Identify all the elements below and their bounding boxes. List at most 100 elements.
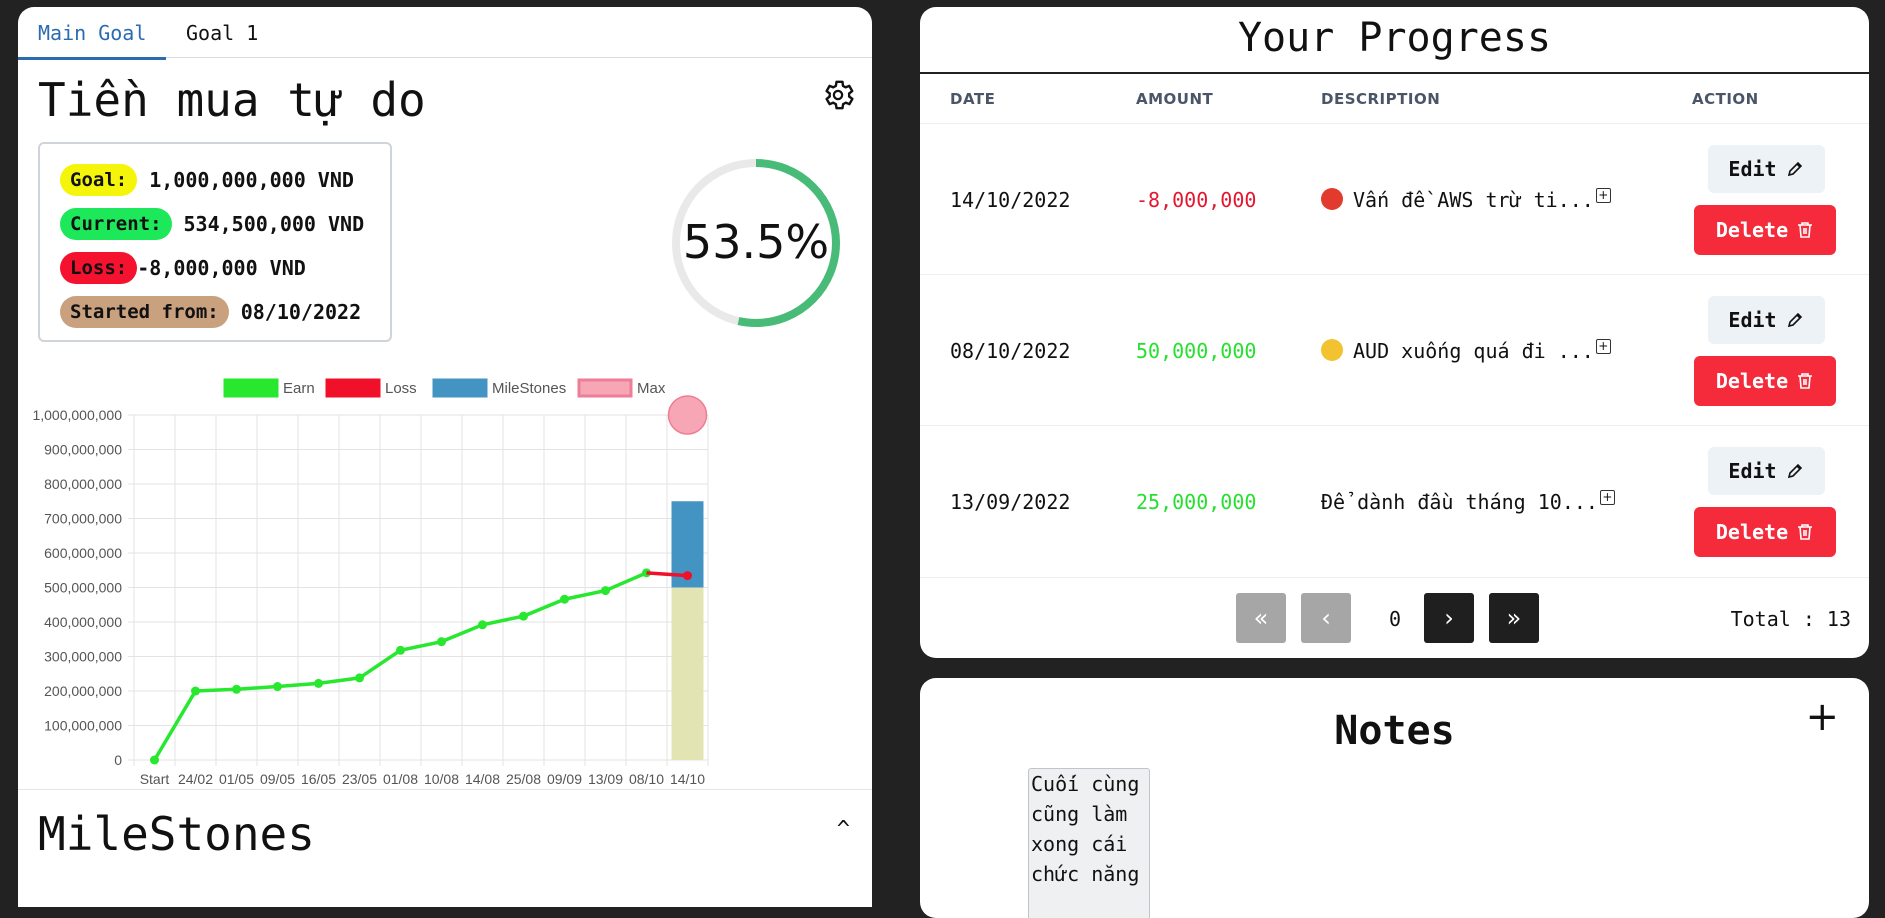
x-tick-label: 23/05 bbox=[342, 771, 377, 787]
progress-donut bbox=[672, 159, 840, 327]
first-page-button[interactable]: « bbox=[1236, 593, 1286, 643]
y-tick-label: 800,000,000 bbox=[44, 476, 122, 492]
note-card[interactable]: Cuối cùng cũng làm xong cái chức năng bbox=[1028, 768, 1150, 918]
y-tick-label: 1,000,000,000 bbox=[32, 407, 122, 423]
x-tick-label: 10/08 bbox=[424, 771, 459, 787]
started-label: Started from: bbox=[60, 296, 229, 328]
x-tick-label: 24/02 bbox=[178, 771, 213, 787]
delete-button-label: Delete bbox=[1715, 218, 1789, 242]
tab-goal-1[interactable]: Goal 1 bbox=[186, 21, 259, 45]
y-tick-label: 600,000,000 bbox=[44, 545, 122, 561]
note-line: cũng làm bbox=[1031, 802, 1128, 826]
expand-icon[interactable]: + bbox=[1599, 490, 1615, 505]
y-tick-label: 0 bbox=[114, 752, 122, 768]
current-page: 0 bbox=[1388, 607, 1402, 631]
edit-button-label: Edit bbox=[1728, 459, 1777, 483]
pencil-icon bbox=[1787, 463, 1802, 479]
progress-panel: Your Progress DATE AMOUNT DESCRIPTION AC… bbox=[920, 7, 1869, 658]
current-row: Current: 534,500,000 VND bbox=[60, 207, 364, 241]
row-description-text: AUD xuống quá đi ... bbox=[1353, 339, 1594, 363]
x-tick-label: 13/09 bbox=[588, 771, 623, 787]
donut-fill bbox=[672, 159, 840, 327]
x-tick-label: 01/05 bbox=[219, 771, 254, 787]
edit-button[interactable]: Edit bbox=[1708, 296, 1825, 344]
current-value: 534,500,000 VND bbox=[183, 212, 365, 236]
started-value: 08/10/2022 bbox=[240, 300, 362, 324]
goal-tabs: Main Goal Goal 1 bbox=[18, 7, 872, 60]
row-description-text: Để dành đầu tháng 10... bbox=[1321, 490, 1598, 514]
note-line: xong cái bbox=[1031, 832, 1128, 856]
goal-panel: Main Goal Goal 1 Tiền mua tự do Goal: 1,… bbox=[18, 7, 872, 907]
goal-value: 1,000,000,000 VND bbox=[149, 168, 354, 192]
earn-point bbox=[273, 682, 282, 692]
expand-icon[interactable]: + bbox=[1595, 339, 1611, 354]
legend-label: Loss bbox=[385, 380, 417, 397]
earn-point bbox=[232, 684, 241, 694]
x-tick-label: 25/08 bbox=[506, 771, 541, 787]
row-divider bbox=[920, 425, 1869, 426]
legend-swatch bbox=[577, 378, 633, 398]
pencil-icon bbox=[1787, 312, 1802, 328]
goal-summary-box: Goal: 1,000,000,000 VND Current: 534,500… bbox=[38, 142, 392, 342]
row-amount: 25,000,000 bbox=[1136, 490, 1257, 514]
row-description: Vấn đề AWS trừ ti... + bbox=[1321, 188, 1611, 212]
prev-page-button[interactable]: ‹ bbox=[1301, 593, 1351, 643]
header-date: DATE bbox=[950, 90, 996, 108]
legend-swatch bbox=[223, 378, 279, 398]
delete-button[interactable]: Delete bbox=[1694, 205, 1836, 255]
loss-label: Loss: bbox=[60, 252, 138, 284]
note-line: chức năng bbox=[1031, 862, 1140, 886]
x-tick-label: 01/08 bbox=[383, 771, 418, 787]
goal-row: Goal: 1,000,000,000 VND bbox=[60, 163, 354, 197]
x-tick-label: 16/05 bbox=[301, 771, 336, 787]
next-page-button[interactable]: › bbox=[1424, 593, 1474, 643]
earn-point bbox=[437, 637, 446, 647]
collapse-caret-icon[interactable]: ^ bbox=[836, 817, 850, 842]
last-page-button[interactable]: » bbox=[1489, 593, 1539, 643]
total-count: Total : 13 bbox=[1730, 607, 1851, 631]
edit-button-label: Edit bbox=[1728, 308, 1777, 332]
earn-point bbox=[519, 611, 528, 621]
row-description-text: Vấn đề AWS trừ ti... bbox=[1353, 188, 1594, 212]
x-tick-label: 09/05 bbox=[260, 771, 295, 787]
y-tick-label: 900,000,000 bbox=[44, 442, 122, 458]
y-tick-label: 500,000,000 bbox=[44, 580, 122, 596]
edit-button[interactable]: Edit bbox=[1708, 145, 1825, 193]
row-date: 08/10/2022 bbox=[950, 339, 1071, 363]
legend-swatch bbox=[325, 378, 381, 398]
loss-line bbox=[646, 571, 688, 578]
earn-line bbox=[152, 571, 648, 761]
x-tick-label: 14/08 bbox=[465, 771, 500, 787]
trash-icon bbox=[1798, 524, 1813, 540]
expand-icon[interactable]: + bbox=[1595, 188, 1611, 203]
add-note-icon[interactable]: + bbox=[1805, 694, 1839, 740]
gear-icon[interactable] bbox=[820, 77, 856, 113]
loss-row: Loss: -8,000,000 VND bbox=[60, 251, 306, 285]
y-tick-label: 700,000,000 bbox=[44, 511, 122, 527]
tab-main-goal[interactable]: Main Goal bbox=[18, 21, 167, 60]
notes-title: Notes bbox=[1334, 708, 1455, 754]
title-divider bbox=[920, 72, 1869, 74]
edit-button[interactable]: Edit bbox=[1708, 447, 1825, 495]
row-description: Để dành đầu tháng 10... + bbox=[1321, 490, 1615, 514]
legend-label: Earn bbox=[283, 380, 315, 397]
row-divider bbox=[920, 123, 1869, 124]
trash-icon bbox=[1798, 222, 1813, 238]
delete-button[interactable]: Delete bbox=[1694, 507, 1836, 557]
progress-percent: 53.5% bbox=[682, 215, 830, 269]
x-tick-label: Start bbox=[140, 771, 170, 787]
trash-icon bbox=[1798, 373, 1813, 389]
row-divider bbox=[920, 577, 1869, 578]
row-description: AUD xuống quá đi ... + bbox=[1321, 339, 1611, 363]
max-point bbox=[667, 395, 708, 435]
milestones-title: MileStones bbox=[38, 807, 315, 861]
y-tick-label: 300,000,000 bbox=[44, 649, 122, 665]
legend-label: Max bbox=[637, 380, 666, 397]
earn-point bbox=[150, 755, 159, 765]
note-line: Cuối cùng bbox=[1031, 772, 1140, 796]
edit-button-label: Edit bbox=[1728, 157, 1777, 181]
x-tick-label: 09/09 bbox=[547, 771, 582, 787]
delete-button[interactable]: Delete bbox=[1694, 356, 1836, 406]
x-tick-label: 08/10 bbox=[629, 771, 664, 787]
legend-swatch bbox=[432, 378, 488, 398]
